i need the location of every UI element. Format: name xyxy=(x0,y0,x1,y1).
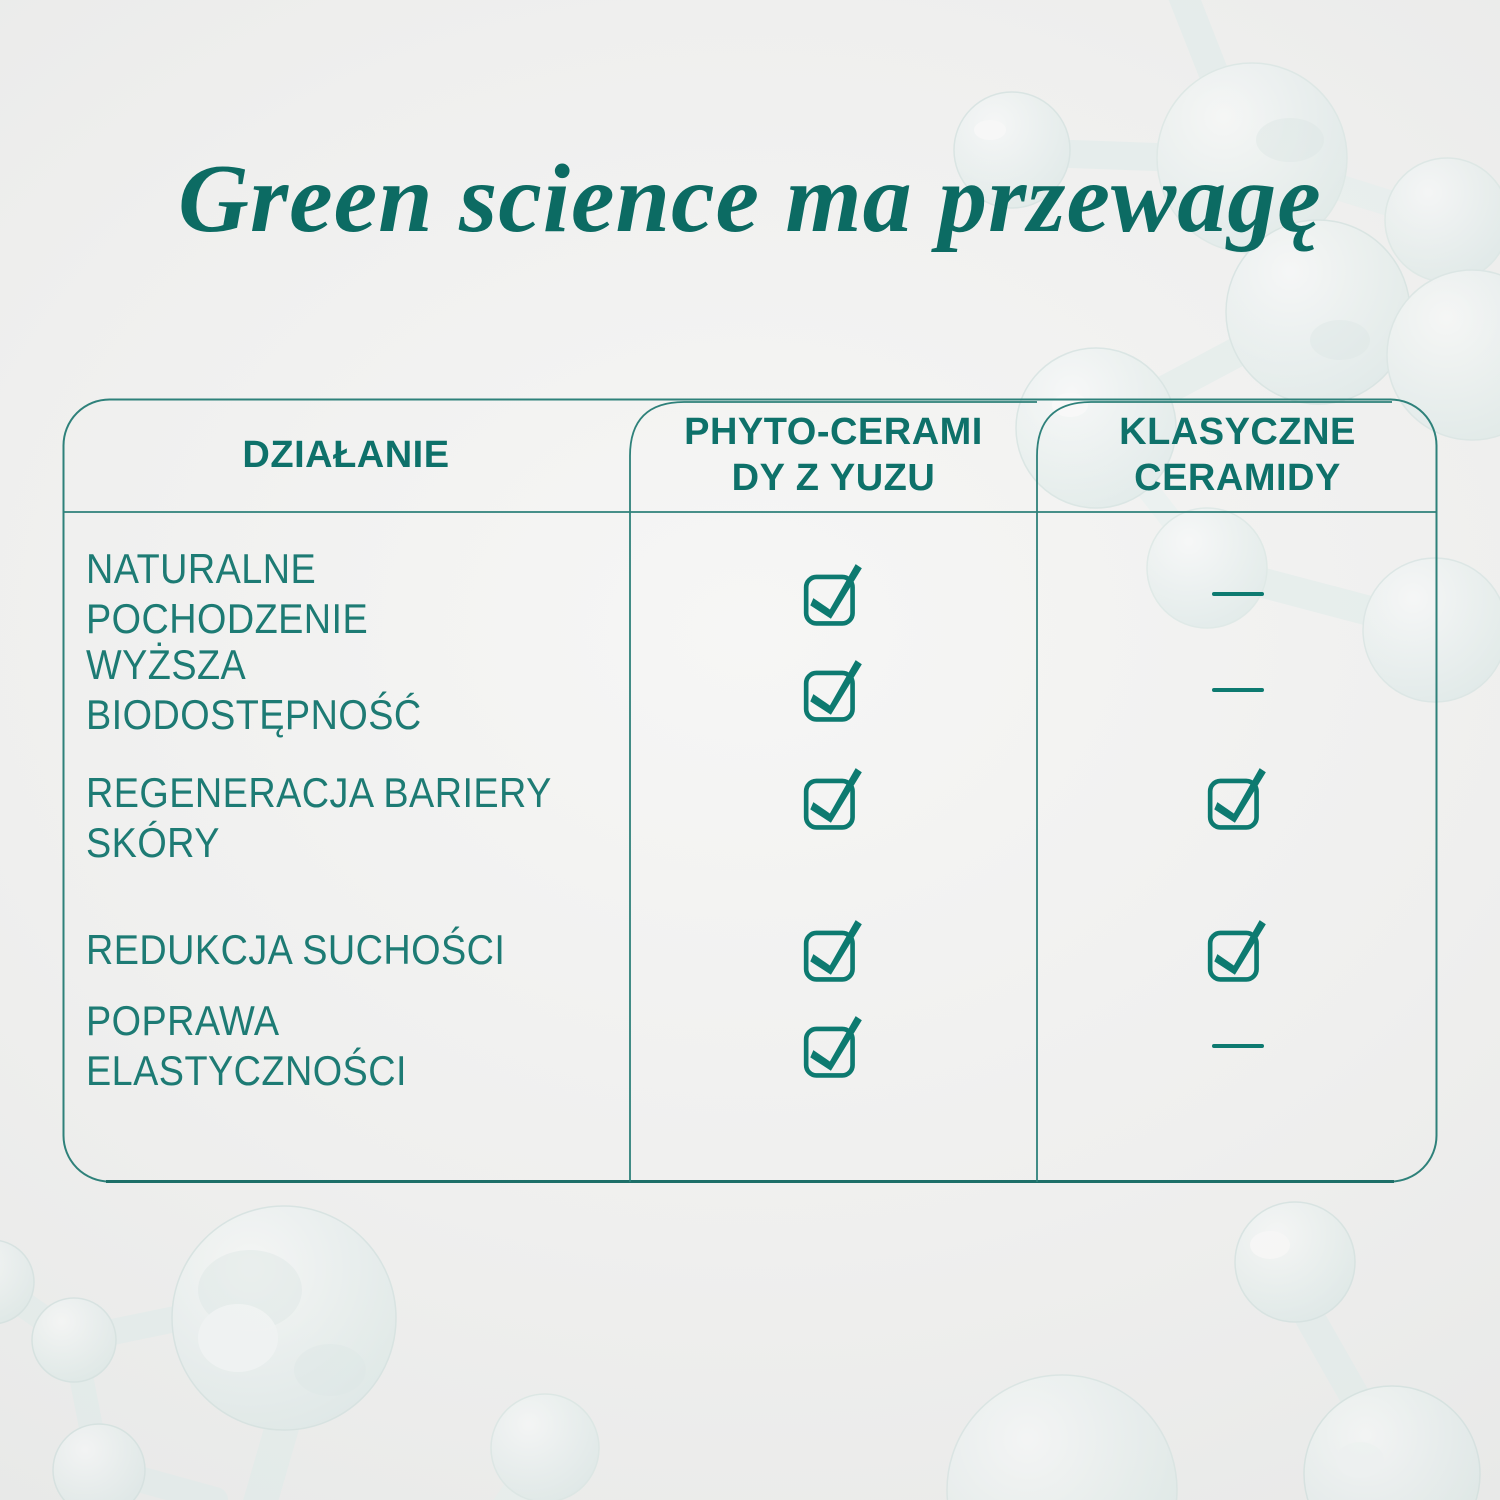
row-label-cell: WYŻSZA BIODOSTĘPNOŚĆ xyxy=(62,640,630,738)
molecule-bottom-left xyxy=(0,1205,600,1500)
row-label: WYŻSZA BIODOSTĘPNOŚĆ xyxy=(86,640,422,738)
check-icon xyxy=(1205,917,1271,983)
row-label-cell: REGENERACJA BARIERY SKÓRY xyxy=(62,742,630,894)
row-label-cell: POPRAWA ELASTYCZNOŚCI xyxy=(62,996,630,1094)
check-icon xyxy=(801,765,867,831)
phyto-ceramidy-cell xyxy=(630,742,1037,894)
table-row: NATURALNE POCHODZENIE xyxy=(62,544,1438,642)
phyto-ceramidy-cell xyxy=(630,642,1037,738)
check-icon xyxy=(1205,765,1271,831)
row-label-cell: NATURALNE POCHODZENIE xyxy=(62,544,630,642)
row-label: REDUKCJA SUCHOŚCI xyxy=(86,925,506,973)
dash-icon xyxy=(1211,1044,1264,1048)
column-header-phyto-ceramidy-label: PHYTO-CERAMI DY Z YUZU xyxy=(684,410,983,499)
row-label-cell: REDUKCJA SUCHOŚCI xyxy=(62,902,630,998)
phyto-ceramidy-cell xyxy=(630,998,1037,1094)
klasyczne-ceramidy-cell xyxy=(1037,642,1438,738)
column-header-action-label: DZIAŁANIE xyxy=(242,433,450,476)
table-row: REDUKCJA SUCHOŚCI xyxy=(62,902,1438,998)
klasyczne-ceramidy-cell xyxy=(1037,546,1438,642)
check-icon xyxy=(801,657,867,723)
table-row: REGENERACJA BARIERY SKÓRY xyxy=(62,742,1438,894)
comparison-table: DZIAŁANIE PHYTO-CERAMI DY Z YUZU KLASYCZ… xyxy=(62,398,1438,1183)
page-title: Green science ma przewagę xyxy=(178,145,1322,253)
dash-icon xyxy=(1211,592,1264,596)
phyto-ceramidy-cell xyxy=(630,546,1037,642)
klasyczne-ceramidy-cell xyxy=(1037,998,1438,1094)
molecule-bottom-right xyxy=(946,1201,1481,1500)
column-header-action: DZIAŁANIE xyxy=(62,398,630,512)
table-borders xyxy=(62,398,1438,1183)
table-row: WYŻSZA BIODOSTĘPNOŚĆ xyxy=(62,640,1438,738)
row-label: NATURALNE POCHODZENIE xyxy=(86,544,369,642)
column-header-klasyczne-ceramidy: KLASYCZNE CERAMIDY xyxy=(1037,398,1438,512)
column-header-klasyczne-ceramidy-label: KLASYCZNE CERAMIDY xyxy=(1119,410,1356,499)
dash-icon xyxy=(1211,688,1264,692)
phyto-ceramidy-cell xyxy=(630,902,1037,998)
column-header-phyto-ceramidy: PHYTO-CERAMI DY Z YUZU xyxy=(630,398,1037,512)
klasyczne-ceramidy-cell xyxy=(1037,902,1438,998)
row-label: POPRAWA ELASTYCZNOŚCI xyxy=(86,996,407,1094)
row-label: REGENERACJA BARIERY SKÓRY xyxy=(86,768,552,866)
table-row: POPRAWA ELASTYCZNOŚCI xyxy=(62,996,1438,1094)
check-icon xyxy=(801,561,867,627)
check-icon xyxy=(801,917,867,983)
check-icon xyxy=(801,1013,867,1079)
klasyczne-ceramidy-cell xyxy=(1037,742,1438,894)
